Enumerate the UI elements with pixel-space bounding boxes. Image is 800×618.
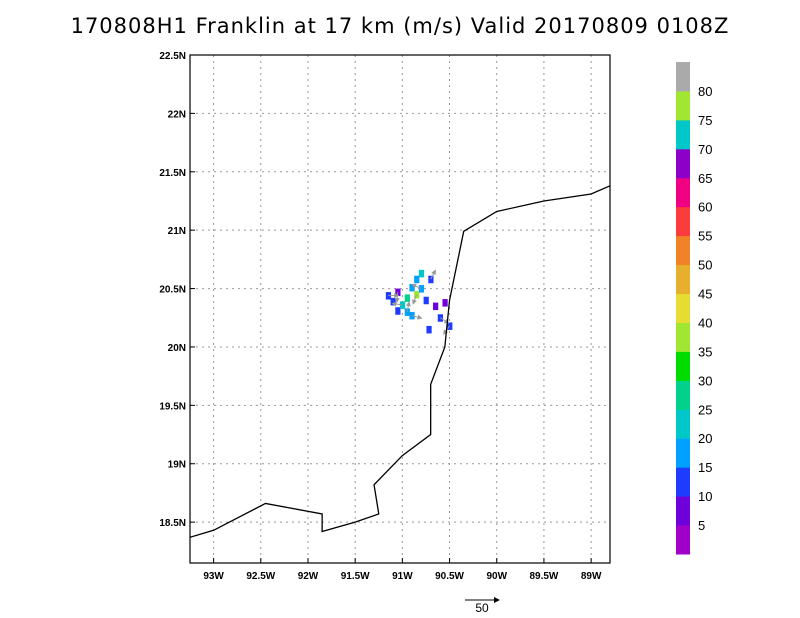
wind-cell [404, 308, 410, 316]
colorbar-label: 50 [698, 258, 712, 273]
wind-cell [423, 296, 429, 305]
colorbar-label: 25 [698, 402, 712, 417]
colorbar-segment [676, 148, 690, 179]
wind-vector [405, 301, 411, 313]
colorbar-segment [676, 293, 690, 323]
y-tick-label: 22.5N [159, 51, 186, 62]
colorbar-segment [676, 409, 690, 439]
x-tick-label: 89W [581, 571, 602, 582]
wind-vectors [388, 269, 450, 335]
vector-reference-label: 50 [475, 601, 489, 615]
wind-vector [411, 314, 423, 320]
colorbar-label: 15 [698, 460, 712, 475]
colorbar-label: 75 [698, 113, 712, 128]
colorbar-label: 30 [698, 373, 712, 388]
colorbar-label: 5 [698, 518, 705, 533]
colorbar: 5 10 15 20 25 30 35 40 45 50 55 60 65 70 75 80 [676, 62, 712, 555]
wind-vector [411, 283, 422, 290]
y-tick-label: 19.5N [159, 401, 186, 412]
chart-title: 170808H1 Franklin at 17 km (m/s) Valid 2… [70, 14, 730, 38]
colorbar-segment [676, 264, 690, 295]
colorbar-label: 60 [698, 200, 712, 215]
colorbar-segment [676, 351, 690, 381]
colorbar-segment [676, 322, 690, 352]
coastline [190, 185, 610, 538]
y-tick-label: 19N [168, 460, 186, 471]
x-tick-label: 90W [486, 571, 507, 582]
y-tick-label: 20N [168, 343, 186, 354]
wind-cell [433, 302, 439, 311]
colorbar-label: 40 [698, 315, 712, 330]
x-tick-label: 92W [298, 571, 319, 582]
y-tick-label: 20.5N [159, 285, 186, 296]
vector-reference: 50 [465, 597, 500, 615]
x-tick-label: 92.5W [246, 571, 275, 582]
wind-cell [414, 275, 420, 284]
colorbar-segment [676, 438, 690, 468]
colorbar-segment [676, 525, 690, 555]
wind-vector [430, 269, 436, 280]
y-tick-label: 21N [168, 226, 186, 237]
wind-cell [395, 307, 401, 315]
colorbar-label: 10 [698, 489, 712, 504]
x-tick-label: 91W [392, 571, 413, 582]
wind-vector [394, 292, 400, 304]
colorbar-segment [676, 90, 690, 121]
wind-speed-cells [385, 269, 453, 334]
wind-cell [418, 269, 425, 278]
colorbar-segment [676, 467, 690, 497]
colorbar-segment [676, 206, 690, 237]
x-axis-ticks: 93W 92.5W 92W 91.5W 91W 90.5W 90W 89.5W 89W [203, 558, 602, 582]
coastline-path [190, 185, 610, 538]
grid-lines [190, 54, 610, 563]
colorbar-segment [676, 380, 690, 410]
colorbar-label: 65 [698, 171, 712, 186]
colorbar-label: 55 [698, 229, 712, 244]
colorbar-label: 70 [698, 142, 712, 157]
wind-cell [418, 285, 425, 293]
y-tick-label: 22N [168, 109, 186, 120]
colorbar-label: 80 [698, 84, 712, 99]
colorbar-label: 45 [698, 287, 712, 302]
wind-cell [442, 299, 448, 307]
colorbar-segment [676, 62, 690, 92]
colorbar-label: 20 [698, 431, 712, 446]
colorbar-segment [676, 177, 690, 208]
wind-vector [412, 294, 417, 305]
wind-cell [400, 301, 406, 309]
y-tick-label: 21.5N [159, 168, 186, 179]
x-tick-label: 93W [203, 571, 224, 582]
colorbar-segment [676, 496, 690, 526]
colorbar-segment [676, 235, 690, 266]
y-tick-label: 18.5N [159, 518, 186, 529]
colorbar-segment [676, 119, 690, 150]
colorbar-label: 35 [698, 344, 712, 359]
wind-cell [428, 275, 434, 284]
x-tick-label: 91.5W [341, 571, 370, 582]
y-axis-ticks: 18.5N 19N 19.5N 20N 20.5N 21N 21.5N 22N 22.5N [159, 51, 195, 529]
plot-frame [189, 54, 611, 564]
x-tick-label: 89.5W [529, 571, 558, 582]
wind-cell [404, 294, 410, 302]
wind-vector [391, 301, 403, 307]
wind-cell [426, 325, 432, 334]
x-tick-label: 90.5W [435, 571, 464, 582]
